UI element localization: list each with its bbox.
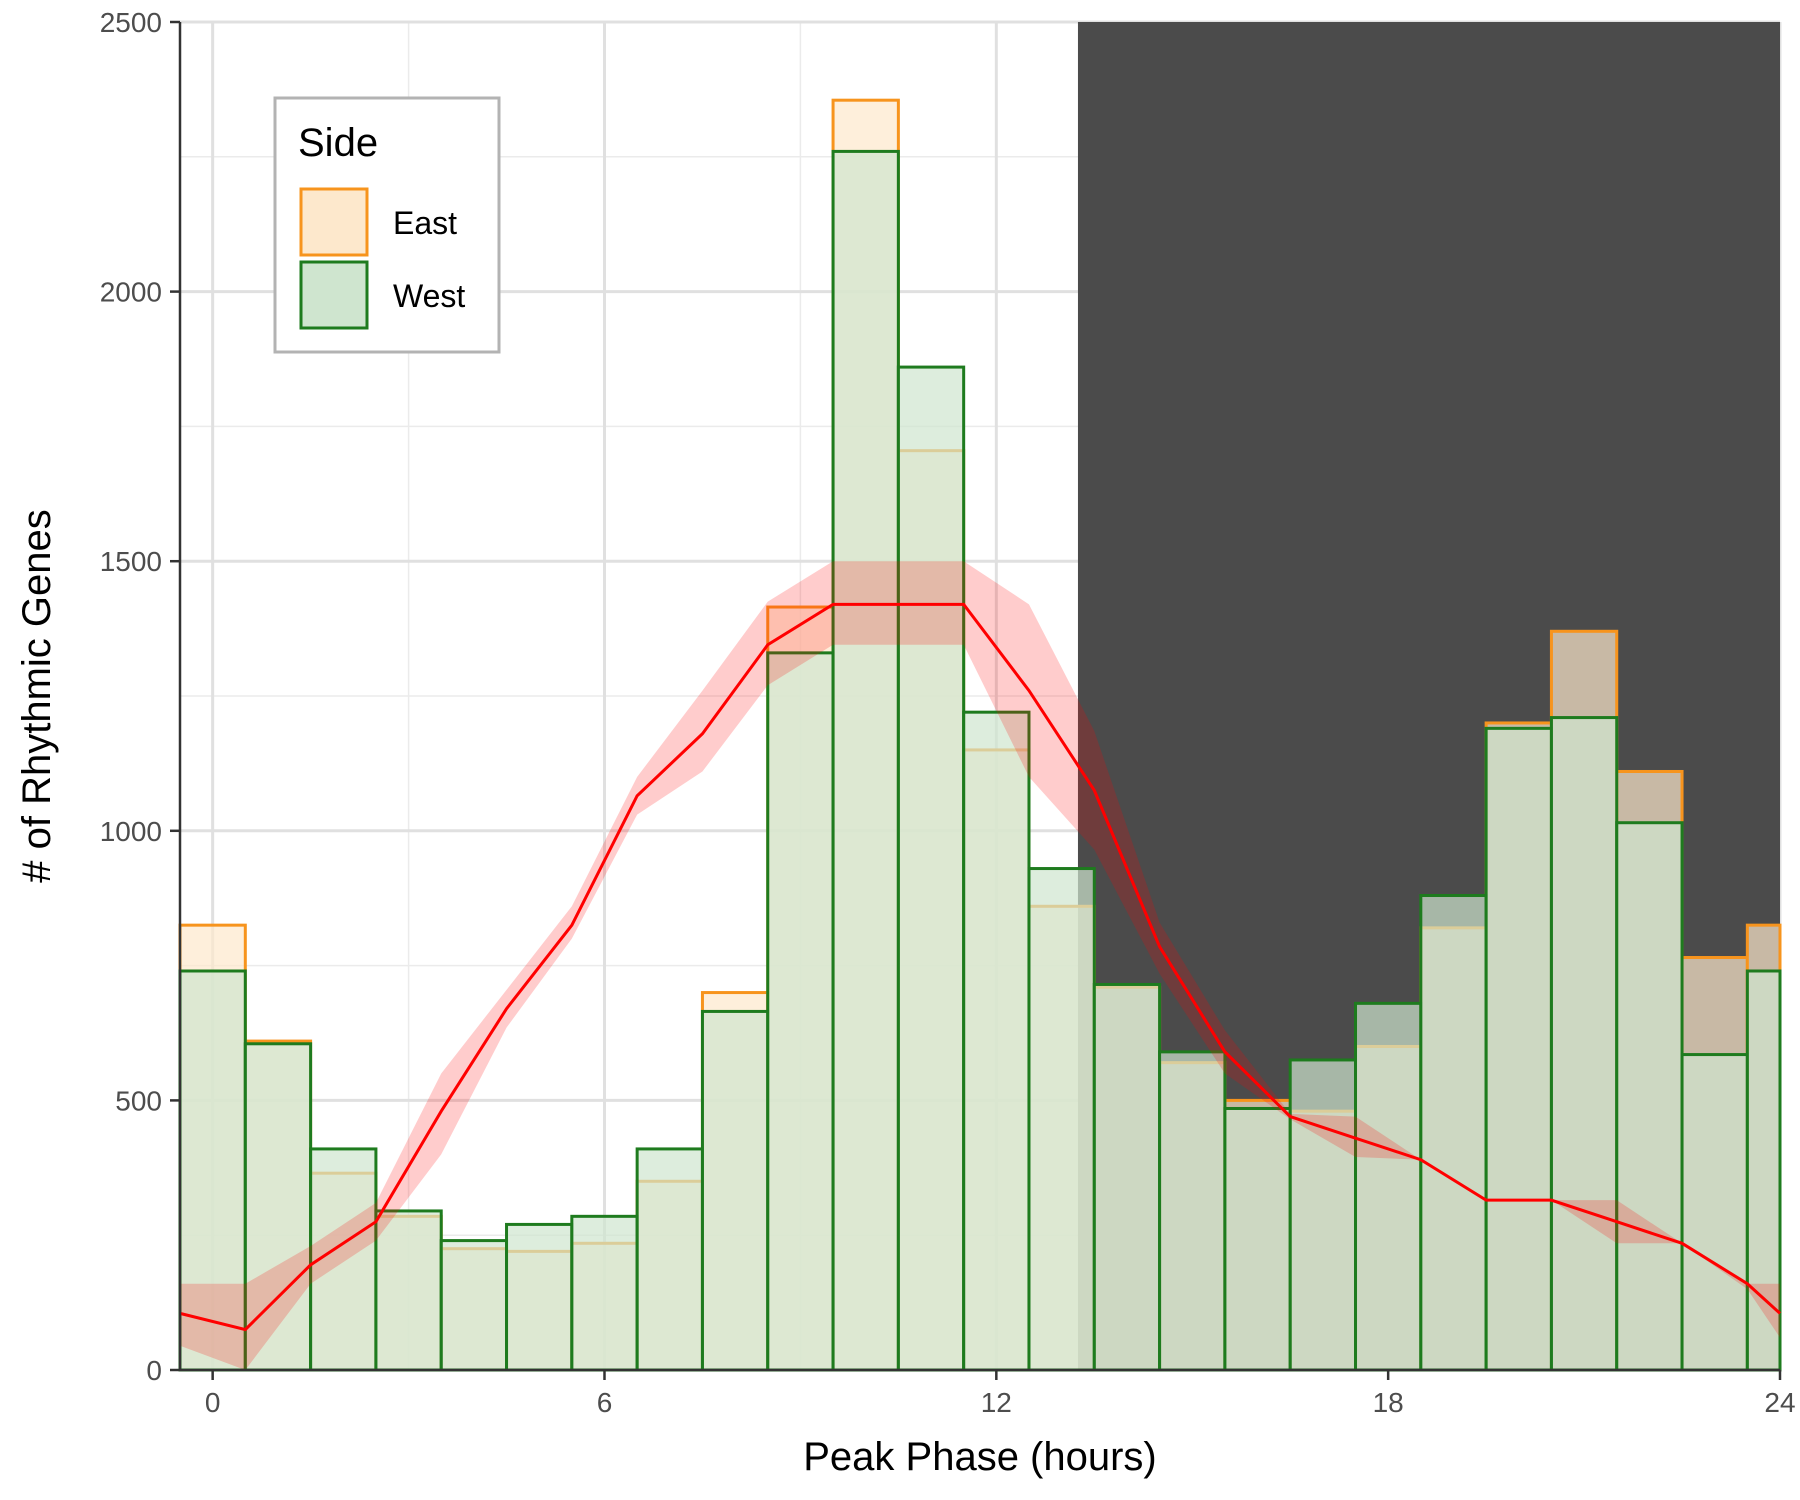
legend-title: Side xyxy=(298,121,378,165)
bar-west xyxy=(1288,1058,1358,1372)
bar-west xyxy=(505,1222,574,1372)
legend-key-west xyxy=(299,260,369,330)
y-tick-label: 500 xyxy=(115,1085,162,1116)
bar-west xyxy=(1419,894,1488,1372)
axes xyxy=(170,20,1782,1380)
bar-west xyxy=(570,1214,639,1372)
bar-west xyxy=(831,149,900,1372)
x-tick-label: 6 xyxy=(597,1387,613,1418)
bar-west xyxy=(1484,726,1553,1372)
bar-west xyxy=(439,1239,509,1372)
bar-west xyxy=(1092,982,1162,1372)
x-tick-label: 24 xyxy=(1764,1387,1795,1418)
bar-west xyxy=(1027,867,1096,1372)
bar-west xyxy=(635,1147,704,1372)
y-tick-label: 0 xyxy=(146,1355,162,1386)
x-axis-title: Peak Phase (hours) xyxy=(803,1435,1157,1479)
bar-west xyxy=(766,651,835,1372)
y-tick-label: 1000 xyxy=(100,816,162,847)
bar-west xyxy=(1158,1050,1227,1372)
bar-west xyxy=(1615,821,1684,1372)
bar-west xyxy=(896,365,966,1372)
y-tick-label: 2000 xyxy=(100,277,162,308)
legend-key-east xyxy=(299,187,369,257)
y-axis-title: # of Rhythmic Genes xyxy=(15,509,59,883)
trend-line xyxy=(179,602,1782,1332)
legend-label-east: East xyxy=(393,205,457,241)
bar-west xyxy=(1680,1053,1749,1372)
tick-labels: 0 6 12 18 24 0 500 1000 1500 2000 2500 xyxy=(100,7,1796,1418)
legend-label-west: West xyxy=(393,278,465,314)
bar-west xyxy=(374,1209,443,1372)
bar-west xyxy=(1745,969,1782,1372)
legend: Side East West xyxy=(273,96,501,354)
bar-west xyxy=(700,1009,770,1372)
x-tick-label: 18 xyxy=(1373,1387,1404,1418)
bar-west xyxy=(1354,1001,1423,1372)
x-tick-label: 12 xyxy=(981,1387,1012,1418)
y-tick-label: 2500 xyxy=(100,7,162,38)
y-tick-label: 1500 xyxy=(100,546,162,577)
x-tick-label: 0 xyxy=(205,1387,221,1418)
bar-west xyxy=(962,710,1031,1372)
bar-west xyxy=(1549,716,1619,1372)
bar-west xyxy=(1223,1106,1292,1372)
